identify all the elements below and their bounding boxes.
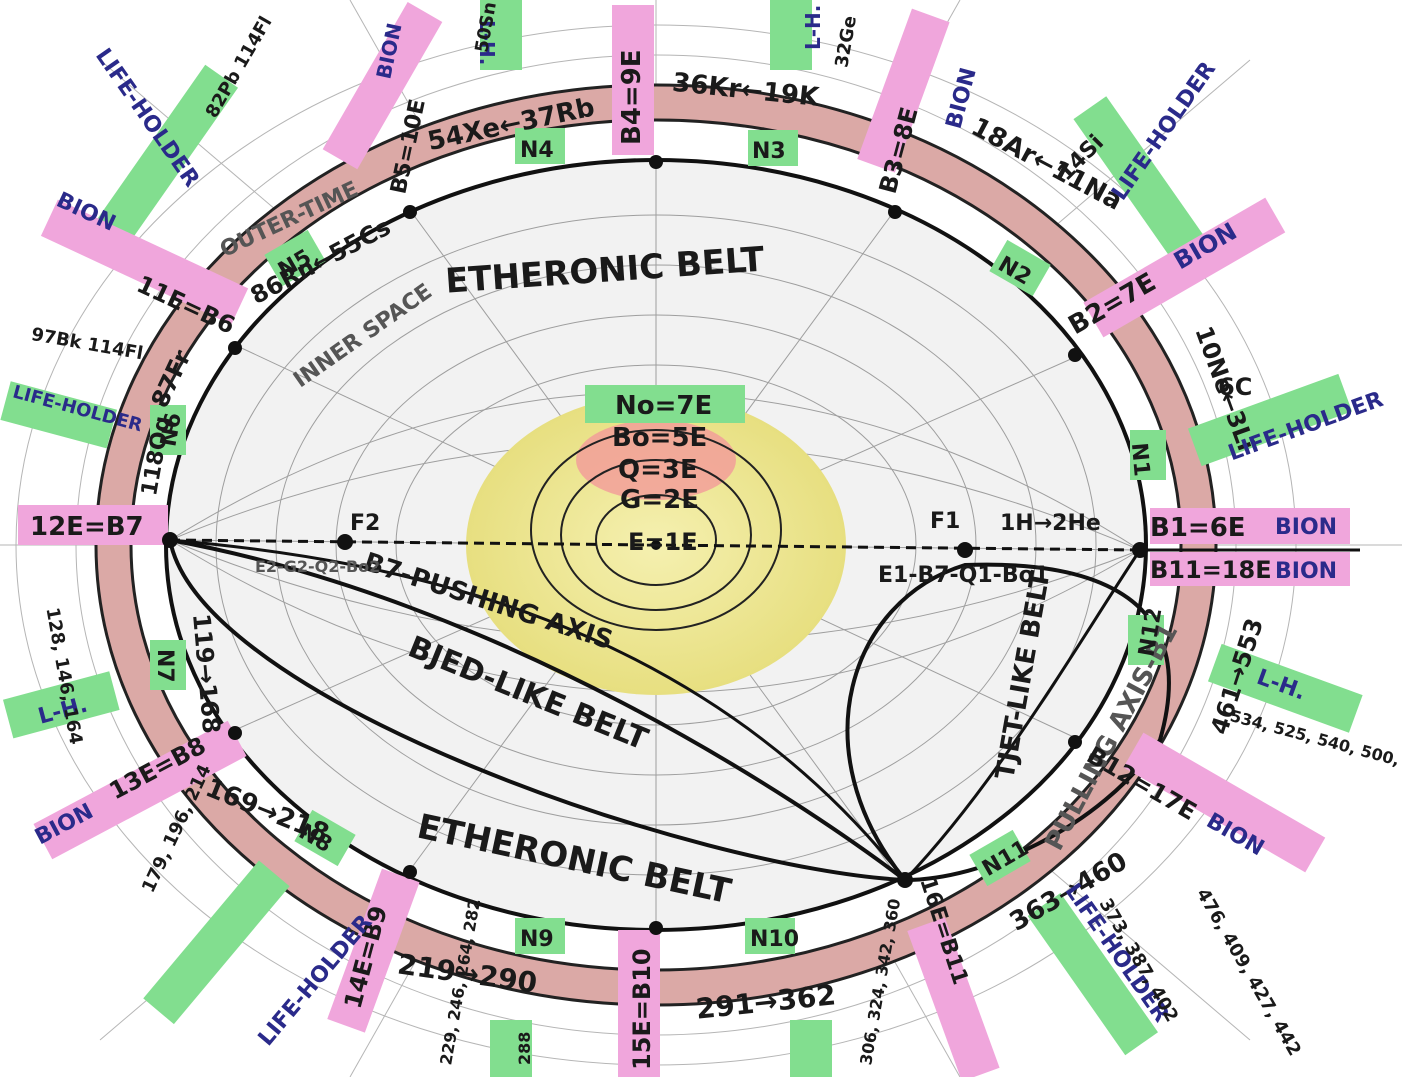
num-6c: 6C [1218, 373, 1252, 401]
n10-label: N10 [750, 927, 799, 952]
num-bottom-left: 288 [515, 1032, 534, 1065]
lh-short-top-right: L-H. [801, 5, 825, 50]
n9-label: N9 [520, 927, 554, 952]
tjet-belt-curve [845, 562, 1171, 883]
n7-label: N7 [152, 649, 177, 683]
core-no: No=7E [615, 391, 712, 421]
b11-right-bion: BION [1275, 559, 1337, 584]
n3-label: N3 [752, 139, 786, 164]
focus-f2: F2 [350, 511, 380, 536]
b1-label: B1=6E [1150, 513, 1246, 543]
h-arrow-label: 1H→2He [1000, 511, 1101, 536]
b4-label: B4=9E [617, 49, 647, 145]
core-green-band [585, 385, 745, 423]
b11-right-label: B11=18E [1150, 556, 1272, 584]
focus-f1: F1 [930, 509, 960, 534]
pushing-axis-curve [169, 538, 907, 881]
tabs [0, 0, 1363, 1077]
focus-f2-formula: E2-G2-Q2-Bo2 [255, 557, 380, 576]
core-g: G=2E [620, 485, 699, 515]
b7-label: 12E=B7 [30, 512, 144, 542]
n1-label: N1 [1126, 442, 1154, 478]
core-rings [530, 429, 782, 631]
b1-bion: BION [1275, 515, 1337, 540]
core-e: E=1E [628, 528, 698, 556]
pulling-axis-curve [903, 549, 1142, 882]
lh-short-top-left: L-H. [475, 20, 499, 65]
b10-label: 15E=B10 [628, 948, 656, 1070]
n4-label: N4 [520, 138, 554, 163]
core-bo: Bo=5E [612, 423, 707, 453]
core-q: Q=3E [618, 455, 698, 485]
focus-f1-formula: E1-B7-Q1-Bo1 [878, 563, 1049, 588]
node-dots [162, 155, 1148, 935]
n6-label: N6 [156, 411, 186, 449]
